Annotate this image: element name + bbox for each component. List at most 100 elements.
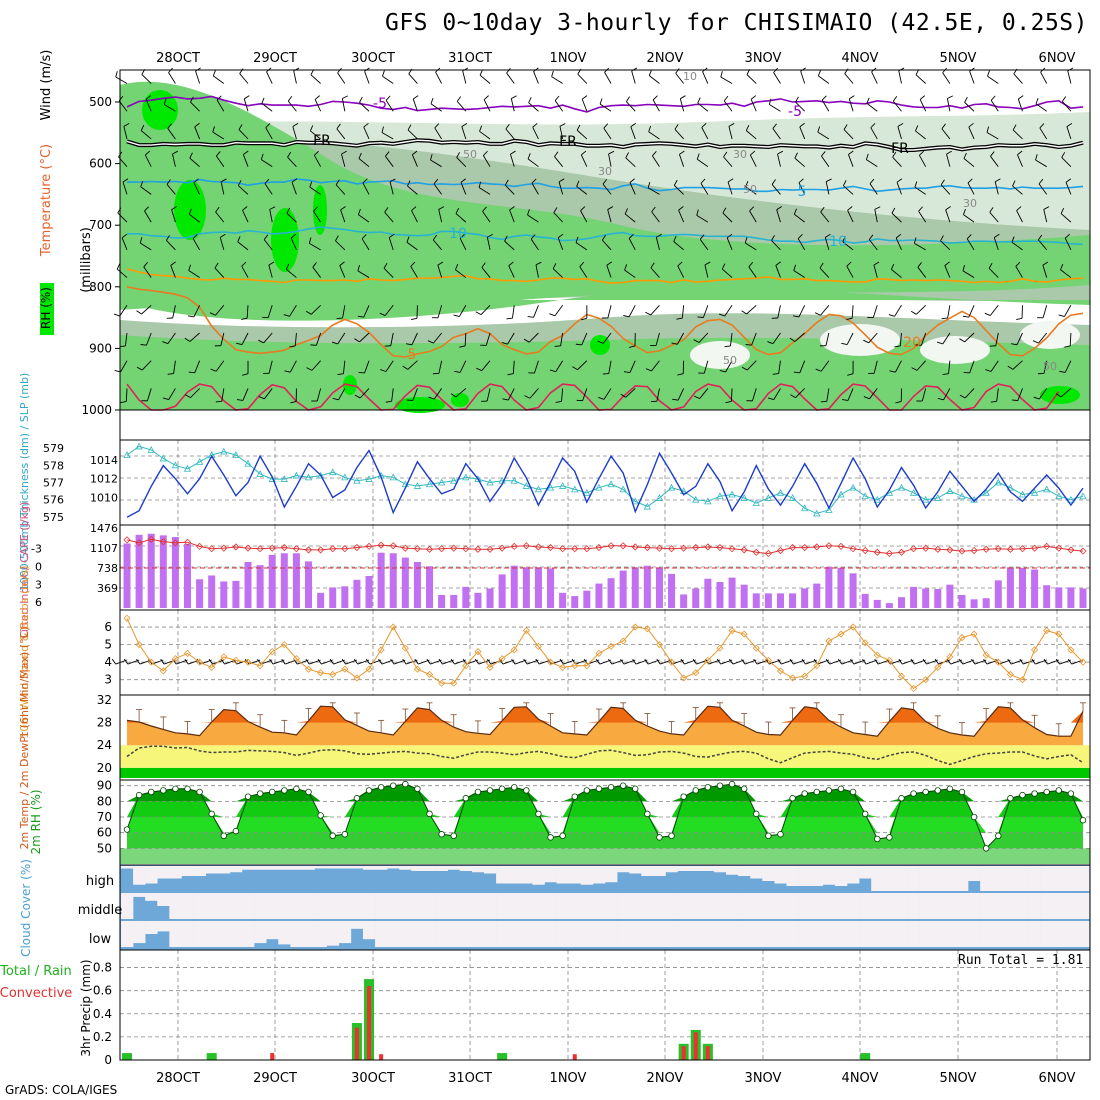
cloud-cell <box>605 921 618 947</box>
cape-bar <box>680 594 688 608</box>
cloud-cell <box>665 921 678 947</box>
wind-axis-label: 10m Wind Speed & Barbs (m/s) <box>18 565 31 738</box>
wind-barb <box>336 317 343 320</box>
wind-barb <box>798 182 806 195</box>
wind-barb <box>383 262 388 269</box>
cloud-cell <box>931 921 945 947</box>
wind-barb <box>408 73 418 84</box>
wind-barb <box>940 184 951 195</box>
wind-barb <box>624 269 636 278</box>
wind-barb <box>671 342 678 345</box>
wind-barb <box>677 373 684 376</box>
wind-barb <box>384 212 394 223</box>
wind-speed-marker <box>655 641 664 649</box>
wind-barb <box>341 150 347 155</box>
wind-barb <box>868 234 874 240</box>
isotherm-15 <box>126 268 1084 284</box>
wind-barb <box>720 71 723 78</box>
x-tick-label-top: 4NOV <box>842 51 879 66</box>
wind-barb <box>677 388 685 401</box>
wind-barb <box>799 126 806 140</box>
wind-barb <box>702 71 709 84</box>
lifted-index-marker <box>885 549 893 558</box>
wind-barb <box>123 126 128 140</box>
wind-barb <box>551 70 554 77</box>
wind-barb <box>1015 261 1021 267</box>
cape-bar <box>970 599 978 608</box>
cloud-cell <box>1040 866 1054 891</box>
wind-barb <box>164 104 176 112</box>
wind-barb <box>892 100 902 112</box>
wind-speed-marker <box>147 658 155 666</box>
wind-barb <box>145 95 152 100</box>
wind-barb <box>959 338 965 343</box>
wind-barb <box>724 305 733 317</box>
wind-barb <box>824 237 830 250</box>
cloud-cell <box>133 866 146 885</box>
wind-barb <box>294 332 297 346</box>
thickness-marker <box>752 499 760 507</box>
wind-barb <box>1064 237 1072 251</box>
rh2m-axis-label: 2m RH (%) <box>29 789 43 854</box>
cloud-cell <box>447 893 461 919</box>
cape-bar <box>305 561 313 608</box>
lifted-index-marker <box>220 544 228 552</box>
wind-barb <box>819 267 830 278</box>
wind-barb <box>741 310 747 315</box>
thickness-marker <box>619 485 627 493</box>
wind-barb <box>258 339 264 344</box>
cloud-cell <box>544 921 557 947</box>
wind-barb <box>146 388 152 402</box>
thickness-marker <box>813 509 821 517</box>
wind-barb <box>946 154 951 167</box>
wind-barb <box>676 332 685 345</box>
wind-barb <box>697 316 704 318</box>
thickness-marker <box>897 483 906 491</box>
rh2m-marker <box>692 787 699 794</box>
lifted-index-marker <box>183 538 192 546</box>
wind-barb <box>820 211 830 223</box>
wind-barb <box>656 233 662 238</box>
wind-barb <box>407 185 418 195</box>
isotherm-25 <box>126 383 1060 411</box>
wind-barb <box>504 240 515 251</box>
wind-speed-marker <box>837 630 845 638</box>
cloud-cell <box>193 866 206 876</box>
wind-barb <box>752 388 757 402</box>
wind-barb <box>340 206 346 211</box>
wind-tick-label: 5 <box>104 638 112 652</box>
wind-speed-marker <box>643 625 651 633</box>
wind-barb <box>337 332 346 345</box>
cape-tick-label: 369 <box>97 582 118 595</box>
wind-barb-10m <box>366 658 371 665</box>
wind-barb <box>702 305 709 318</box>
cloud-level-label: low <box>89 932 112 947</box>
wind-speed-marker <box>583 662 591 670</box>
precip-legend-convective: Convective <box>0 986 72 1001</box>
wind-barb <box>269 209 273 223</box>
cloud-cell <box>508 866 521 884</box>
lifted-index-marker <box>837 542 845 550</box>
wind-barb <box>914 186 926 195</box>
wind-barb <box>986 132 999 140</box>
rh2m-marker <box>535 810 542 818</box>
wind-barb <box>385 100 394 112</box>
cloud-cell <box>919 866 933 891</box>
wind-barb <box>432 239 442 251</box>
wind-barb <box>625 152 629 159</box>
x-tick-label-top: 31OCT <box>448 51 492 66</box>
wind-barb <box>189 157 200 168</box>
thickness-marker <box>728 490 736 498</box>
lifted-index-marker <box>159 538 167 546</box>
rh2m-marker <box>922 788 929 796</box>
cloud-cell <box>919 921 933 947</box>
wind-barb <box>1064 305 1072 317</box>
cape-bar <box>631 567 639 608</box>
precip-axis-label: 3hr Precip (mm) <box>79 959 93 1056</box>
wind-barb <box>554 151 559 157</box>
wind-barb <box>1064 345 1071 348</box>
wind-barb <box>406 241 418 251</box>
rh2m-marker <box>656 834 663 841</box>
cloud-cell <box>980 866 993 891</box>
wind-barb <box>626 101 636 112</box>
